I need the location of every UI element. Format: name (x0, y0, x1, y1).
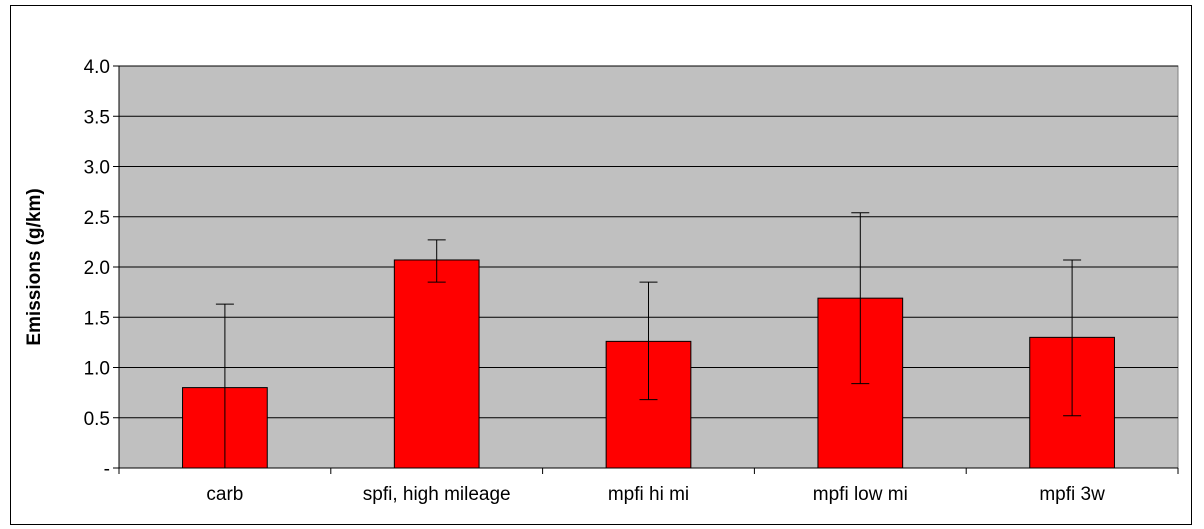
y-tick-label: - (104, 459, 110, 480)
error-bar (1063, 259, 1082, 417)
bar (393, 259, 480, 469)
x-tick-label: mpfi hi mi (608, 484, 689, 505)
error-bar (427, 239, 446, 283)
axes (113, 65, 1179, 474)
y-axis-title: Emissions (g/km) (24, 188, 45, 345)
bars (182, 259, 1115, 469)
x-tick-label: carb (206, 484, 243, 505)
error-bar (215, 303, 234, 468)
y-tick-label: 3.0 (84, 158, 110, 179)
x-tick-label: mpfi low mi (813, 484, 908, 505)
x-tick-label: mpfi 3w (1039, 484, 1105, 505)
y-tick-label: 1.5 (84, 308, 110, 329)
x-tick-labels: carb spfi, high mileage mpfi hi mi mpfi low… (206, 484, 1105, 505)
error-bar (639, 281, 658, 401)
y-tick-label: 2.5 (84, 208, 110, 229)
y-tick-label: 0.5 (84, 409, 110, 430)
y-tick-labels: - 0.5 1.0 1.5 2.0 2.5 3.0 3.5 4.0 (84, 57, 110, 480)
y-tick-label: 1.0 (84, 359, 110, 380)
y-tick-label: 3.5 (84, 107, 110, 128)
x-tick-label: spfi, high mileage (363, 484, 511, 505)
error-bar (851, 212, 870, 385)
y-tick-label: 4.0 (84, 57, 110, 78)
error-bars (215, 212, 1082, 468)
y-tick-label: 2.0 (84, 258, 110, 279)
